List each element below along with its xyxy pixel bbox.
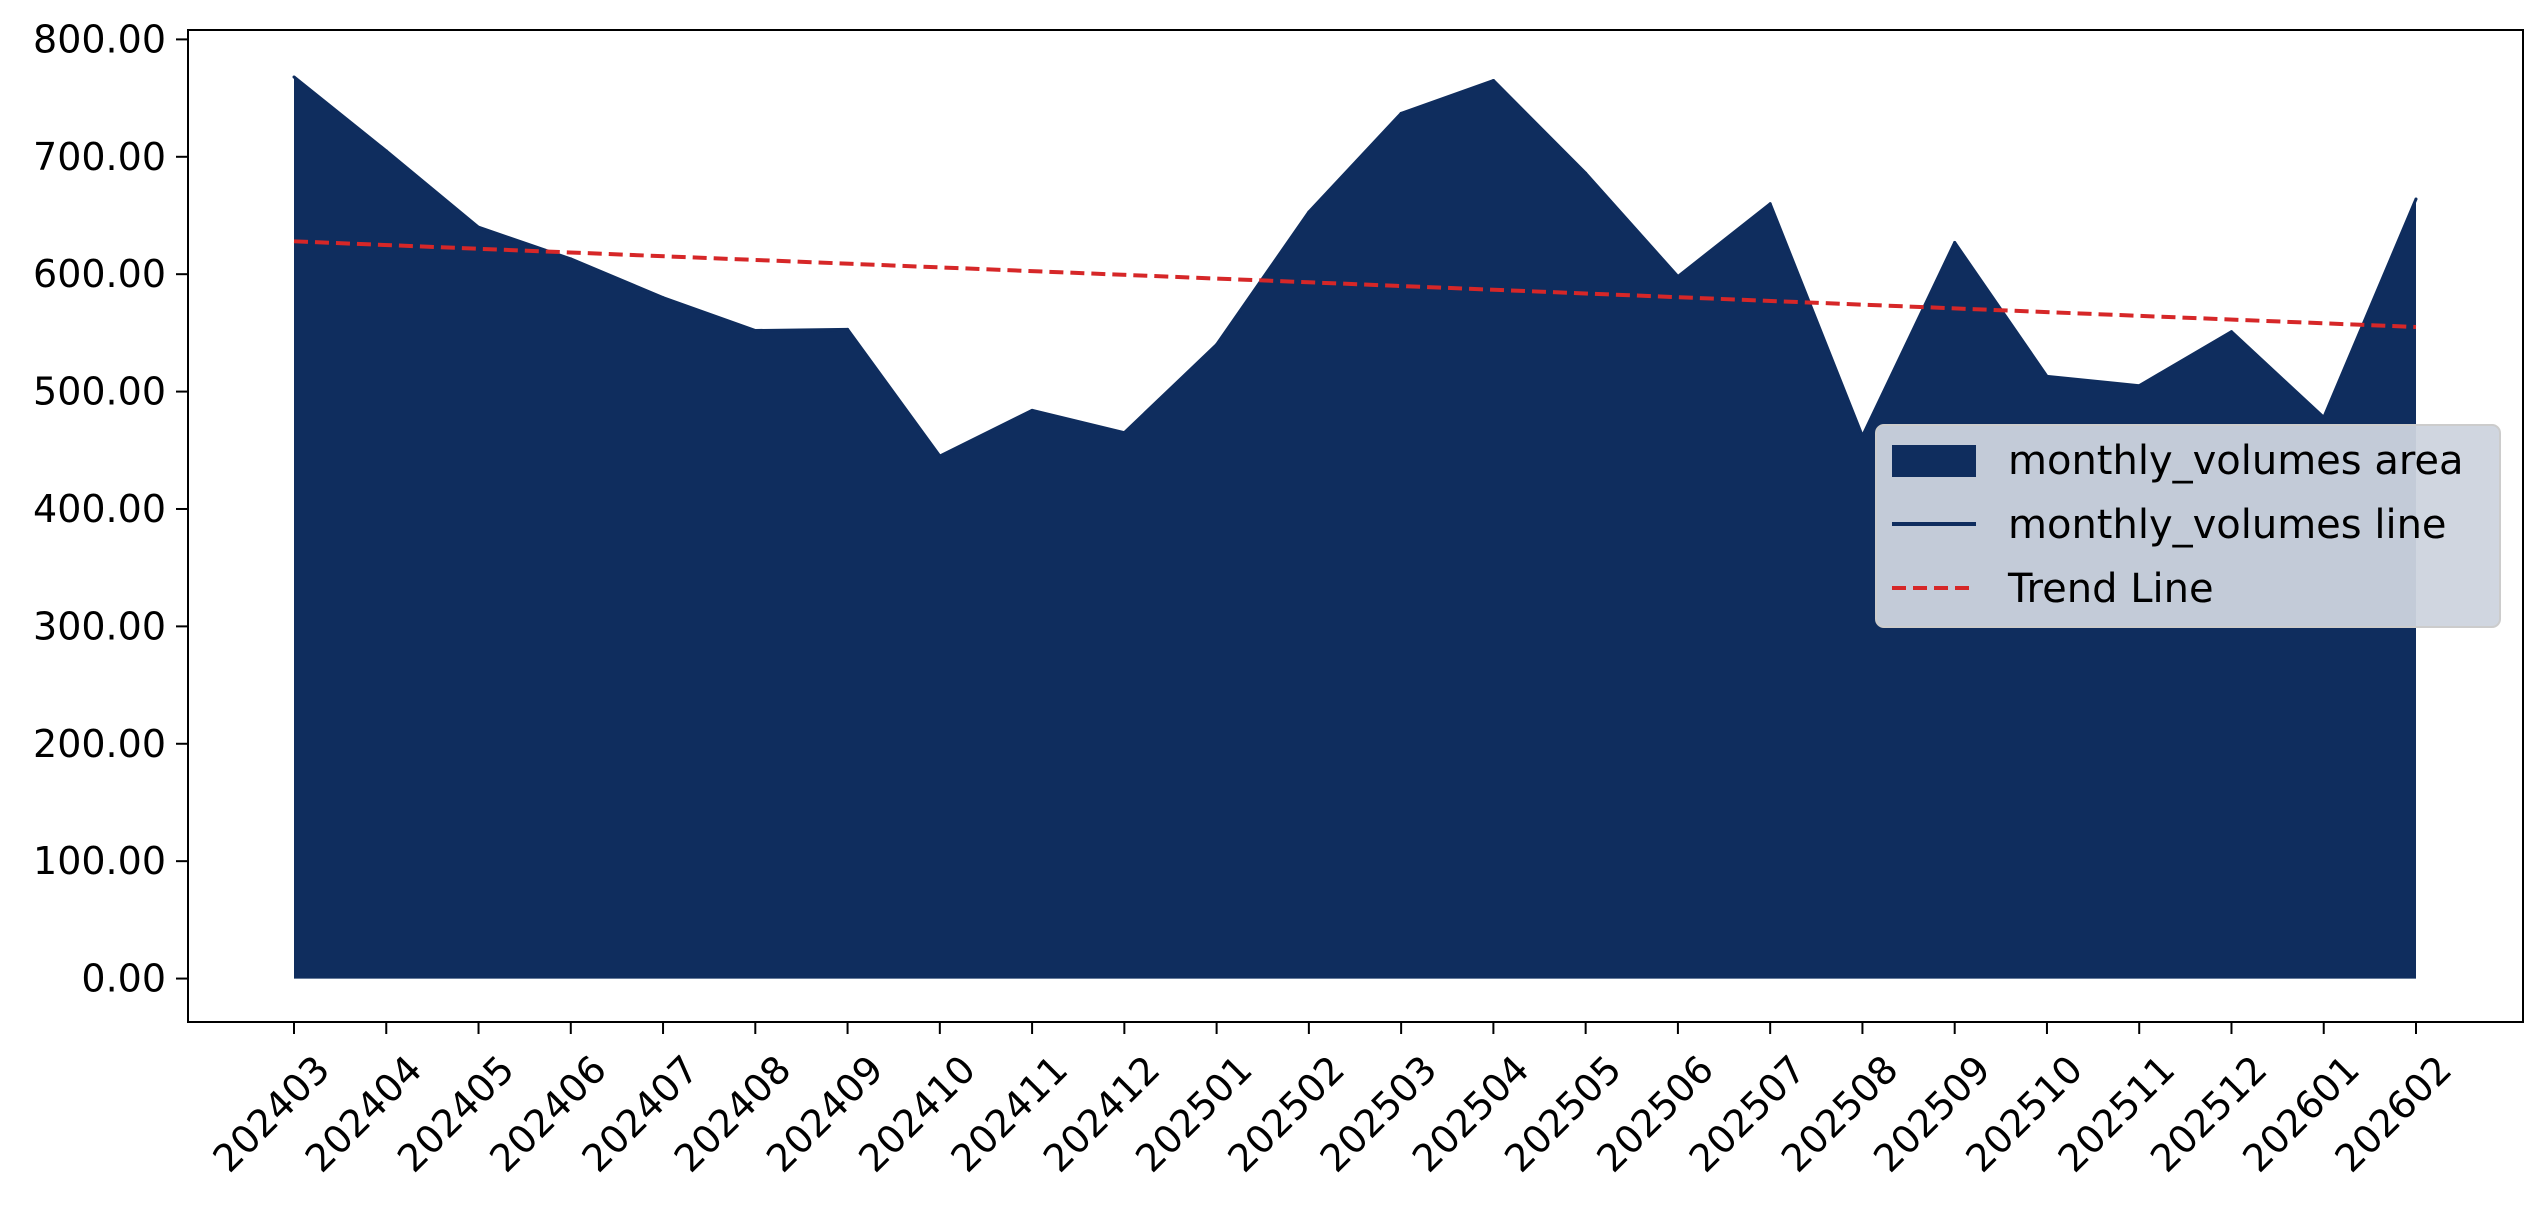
line-point — [384, 149, 388, 153]
line-point — [753, 329, 757, 333]
line-point — [1491, 78, 1495, 82]
line-point — [1953, 240, 1957, 244]
series-layer — [292, 75, 2418, 979]
line-point — [2137, 384, 2141, 388]
y-axis: 800.00 700.00 600.00 500.00 400.00 300.00 200.… — [33, 17, 188, 1001]
line-point — [1307, 210, 1311, 214]
line-point — [1768, 202, 1772, 206]
y-tick-label: 800.00 — [33, 17, 166, 61]
x-axis: 2024032024042024052024062024072024082024… — [204, 1022, 2460, 1181]
line-point — [1584, 171, 1588, 175]
line-point — [2414, 197, 2418, 201]
line-point — [661, 296, 665, 300]
legend-area-swatch — [1892, 445, 1976, 477]
area-series — [294, 76, 2416, 979]
line-point — [938, 454, 942, 458]
line-point — [2045, 374, 2049, 378]
y-tick-label: 500.00 — [33, 370, 166, 414]
line-point — [1399, 111, 1403, 115]
line-point — [1215, 343, 1219, 347]
legend-box — [1875, 424, 2501, 628]
line-point — [1676, 275, 1680, 279]
y-tick-label: 0.00 — [81, 957, 166, 1001]
legend-label-area: monthly_volumes area — [2008, 438, 2464, 484]
line-point — [2229, 330, 2233, 334]
trend-line — [293, 239, 2417, 330]
line-point — [292, 75, 296, 79]
line-series — [293, 75, 2418, 458]
line-point — [1860, 434, 1864, 438]
line-point — [569, 257, 573, 261]
line-point — [1030, 408, 1034, 412]
line-point — [1122, 431, 1126, 435]
y-tick-label: 700.00 — [33, 135, 166, 179]
y-tick-label: 600.00 — [33, 252, 166, 296]
y-tick-label: 400.00 — [33, 487, 166, 531]
legend-label-trend: Trend Line — [2007, 566, 2214, 612]
line-point — [477, 225, 481, 229]
y-tick-label: 100.00 — [33, 839, 166, 883]
legend: monthly_volumes area monthly_volumes lin… — [1875, 424, 2501, 628]
y-tick-label: 300.00 — [33, 604, 166, 648]
y-tick-label: 200.00 — [33, 722, 166, 766]
plot-frame — [187, 29, 2524, 1023]
legend-label-line: monthly_volumes line — [2008, 502, 2447, 548]
line-point — [2322, 415, 2326, 419]
line-point — [846, 327, 850, 331]
